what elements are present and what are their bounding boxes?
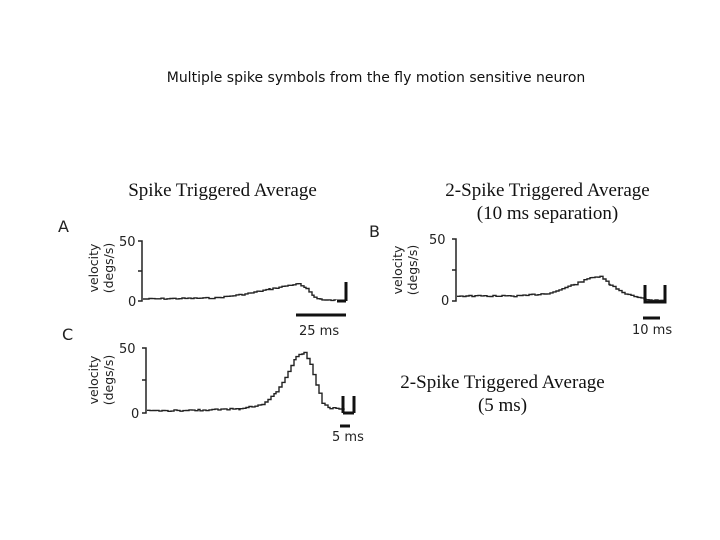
panel-c-ylabel: velocity (degs/s) bbox=[86, 355, 116, 406]
panel-a-spike-marker bbox=[337, 282, 348, 303]
panel-b-ylabel-line2: (degs/s) bbox=[405, 245, 420, 296]
panel-b-ylabel-line1: velocity bbox=[390, 245, 405, 294]
panel-b-y-axis bbox=[452, 238, 457, 302]
panel-c-y-axis bbox=[142, 347, 147, 414]
panel-a-y-axis bbox=[138, 240, 143, 302]
panel-a-trace bbox=[143, 283, 337, 302]
label-2sta-10-line1: 2-Spike Triggered Average bbox=[445, 180, 650, 201]
panel-b-scale-label: 10 ms bbox=[632, 323, 672, 338]
slide-title: Multiple spike symbols from the fly moti… bbox=[166, 70, 586, 86]
panel-c-ytick-50: 50 bbox=[119, 342, 136, 357]
panel-c-ylabel-line1: velocity bbox=[86, 355, 101, 404]
panel-c: C velocity (degs/s) 50 0 5 ms bbox=[62, 325, 364, 445]
panel-c-letter: C bbox=[62, 325, 73, 344]
panel-a-ylabel: velocity (degs/s) bbox=[86, 243, 116, 294]
label-spike-triggered-average: Spike Triggered Average bbox=[128, 180, 317, 201]
panel-a-letter: A bbox=[58, 217, 69, 236]
panel-c-spike-markers bbox=[341, 396, 356, 415]
panel-a-ylabel-line1: velocity bbox=[86, 243, 101, 292]
panel-b: B velocity (degs/s) 50 0 10 ms bbox=[369, 222, 672, 338]
label-2sta-5-line1: 2-Spike Triggered Average bbox=[400, 372, 605, 393]
panel-a-ylabel-line2: (degs/s) bbox=[101, 243, 116, 294]
panel-b-ylabel: velocity (degs/s) bbox=[390, 245, 420, 296]
panel-c-trace bbox=[147, 351, 345, 412]
panel-a-ytick-50: 50 bbox=[119, 235, 136, 250]
panel-a: A velocity (degs/s) 50 0 25 ms bbox=[58, 217, 348, 339]
panel-b-letter: B bbox=[369, 222, 380, 241]
panel-b-trace bbox=[457, 275, 665, 302]
label-2-spike-triggered-average-5ms: 2-Spike Triggered Average (5 ms) bbox=[370, 371, 635, 417]
label-2sta-5-line2: (5 ms) bbox=[477, 395, 528, 416]
label-2-spike-triggered-average-10ms: 2-Spike Triggered Average (10 ms separat… bbox=[415, 179, 680, 225]
label-2sta-10-line2: (10 ms separation) bbox=[476, 203, 619, 224]
panel-b-spike-markers bbox=[643, 285, 667, 304]
panel-a-scale-label: 25 ms bbox=[299, 324, 339, 339]
panel-b-ytick-50: 50 bbox=[429, 233, 446, 248]
panel-b-ytick-0: 0 bbox=[441, 294, 449, 309]
panel-c-ytick-0: 0 bbox=[131, 407, 139, 422]
panel-c-ylabel-line2: (degs/s) bbox=[101, 355, 116, 406]
panel-c-scale-label: 5 ms bbox=[332, 430, 364, 445]
panel-a-ytick-0: 0 bbox=[128, 295, 136, 310]
